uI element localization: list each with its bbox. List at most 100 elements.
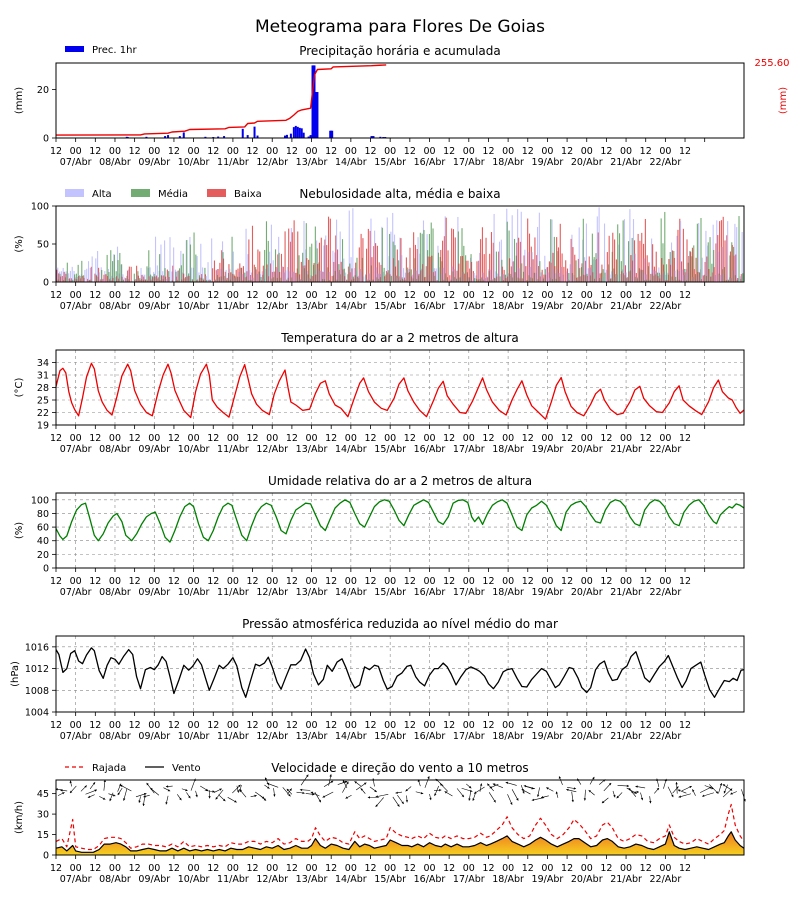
wind-xtick-label: 00: [659, 863, 671, 874]
cloud-high-bar: [287, 267, 289, 282]
cloud-low-bar: [184, 277, 187, 282]
humidity-xtick-label: 00: [659, 576, 671, 587]
temperature-xtick-label: 00: [502, 433, 514, 444]
wind-arrow-head: [444, 791, 448, 794]
precip-bar: [253, 126, 256, 138]
cloud-mid-bar: [274, 249, 277, 282]
cloud-mid-bar: [582, 218, 584, 282]
wind-arrow-head: [537, 794, 540, 797]
wind-arrow-head: [146, 782, 149, 786]
cloud-low-bar: [342, 269, 344, 282]
clouds-xtick-label: 00: [502, 290, 514, 301]
legend-swatch-cloud-high-bar: [65, 189, 84, 197]
wind-arrow-head: [120, 784, 123, 787]
cloud-high-bar: [678, 271, 680, 282]
clouds-xtick-label: 00: [148, 290, 160, 301]
wind-arrow-head: [234, 800, 237, 803]
precip-xtick-label: 00: [109, 146, 121, 157]
cloud-low-bar: [266, 264, 268, 282]
cloud-mid-bar: [660, 218, 662, 282]
temperature-xtick-label: 00: [305, 433, 317, 444]
cloud-high-bar: [225, 269, 227, 282]
temperature-title: Temperatura do ar a 2 metros de altura: [280, 331, 519, 345]
precip-bar: [372, 136, 375, 138]
precip-xtick-label: 12: [247, 146, 259, 157]
clouds-xtick-label: 12: [89, 290, 101, 301]
cloud-low-bar: [215, 270, 217, 282]
cloud-low-bar: [465, 260, 467, 282]
cloud-high-bar: [698, 222, 700, 282]
pressure-xtick-label: 12: [640, 720, 652, 731]
cloud-low-bar: [666, 280, 668, 282]
cloud-mid-bar: [381, 227, 383, 282]
pressure-xtick-label: 00: [305, 720, 317, 731]
cloud-low-bar: [212, 268, 214, 282]
cloud-mid-bar: [260, 277, 262, 282]
wind-day-label: 10/Abr: [178, 874, 210, 885]
precip-xtick-label: 12: [364, 146, 376, 157]
humidity-xtick-label: 00: [345, 576, 357, 587]
cloud-low-bar: [139, 279, 141, 282]
cloud-high-bar: [674, 270, 676, 282]
cloud-low-bar: [112, 277, 114, 282]
temperature-day-label: 17/Abr: [453, 444, 485, 455]
cloud-high-bar: [584, 257, 586, 282]
temperature-xtick-label: 12: [168, 433, 180, 444]
cloud-low-bar: [130, 266, 132, 282]
cloud-low-bar: [590, 264, 592, 282]
humidity-day-label: 09/Abr: [138, 587, 170, 598]
pressure-ytick-label: 1012: [25, 664, 49, 675]
cloud-mid-bar: [383, 267, 385, 282]
pressure-xtick-label: 00: [345, 720, 357, 731]
cloud-low-bar: [476, 261, 478, 282]
temperature-xtick-label: 00: [227, 433, 239, 444]
wind-day-label: 11/Abr: [217, 874, 249, 885]
humidity-ytick-label: 100: [31, 495, 49, 506]
cloud-high-bar: [417, 237, 419, 282]
clouds-xtick-label: 12: [522, 290, 534, 301]
cloud-mid-bar: [499, 276, 501, 282]
cloud-high-bar: [645, 274, 647, 282]
wind-arrow-head: [468, 785, 472, 789]
cloud-low-bar: [570, 238, 572, 282]
cloud-high-bar: [319, 270, 321, 282]
cloud-high-bar: [363, 276, 365, 282]
cloud-low-bar: [494, 278, 496, 282]
cloud-low-bar: [700, 279, 703, 282]
humidity-day-label: 22/Abr: [650, 587, 682, 598]
clouds-day-label: 20/Abr: [571, 301, 603, 312]
cloud-low-bar: [489, 253, 491, 282]
cloud-high-bar: [681, 269, 683, 282]
cloud-low-bar: [204, 274, 206, 282]
temperature-xtick-label: 12: [679, 433, 691, 444]
cloud-low-bar: [163, 275, 165, 282]
clouds-xtick-label: 00: [266, 290, 278, 301]
cloud-low-bar: [633, 240, 636, 282]
cloud-high-bar: [634, 253, 636, 282]
humidity-xtick-label: 00: [70, 576, 82, 587]
cloud-low-bar: [467, 260, 469, 282]
cloud-low-bar: [335, 235, 337, 282]
wind-arrow-head: [487, 783, 490, 786]
cloud-high-bar: [605, 269, 607, 282]
wind-arrow-head: [722, 784, 726, 787]
humidity-xtick-label: 12: [482, 576, 494, 587]
cloud-low-bar: [697, 271, 699, 282]
wind-arrow-head: [692, 789, 695, 792]
cloud-low-bar: [228, 264, 230, 282]
pressure-day-label: 22/Abr: [650, 731, 682, 742]
cloud-low-bar: [253, 264, 255, 282]
cloud-mid-bar: [707, 242, 709, 282]
wind-arrow-head: [588, 790, 592, 793]
wind-arrow-head: [489, 786, 493, 789]
pressure-xtick-label: 12: [443, 720, 455, 731]
cloud-mid-bar: [267, 240, 269, 282]
cloud-low-bar: [657, 276, 659, 282]
wind-arrow-head: [273, 794, 276, 797]
cloud-low-bar: [574, 254, 576, 282]
cloud-high-bar: [676, 235, 678, 282]
humidity-xtick-label: 00: [541, 576, 553, 587]
temperature-xtick-label: 12: [129, 433, 141, 444]
wind-arrow-head: [318, 799, 321, 803]
precip-xtick-label: 00: [384, 146, 396, 157]
